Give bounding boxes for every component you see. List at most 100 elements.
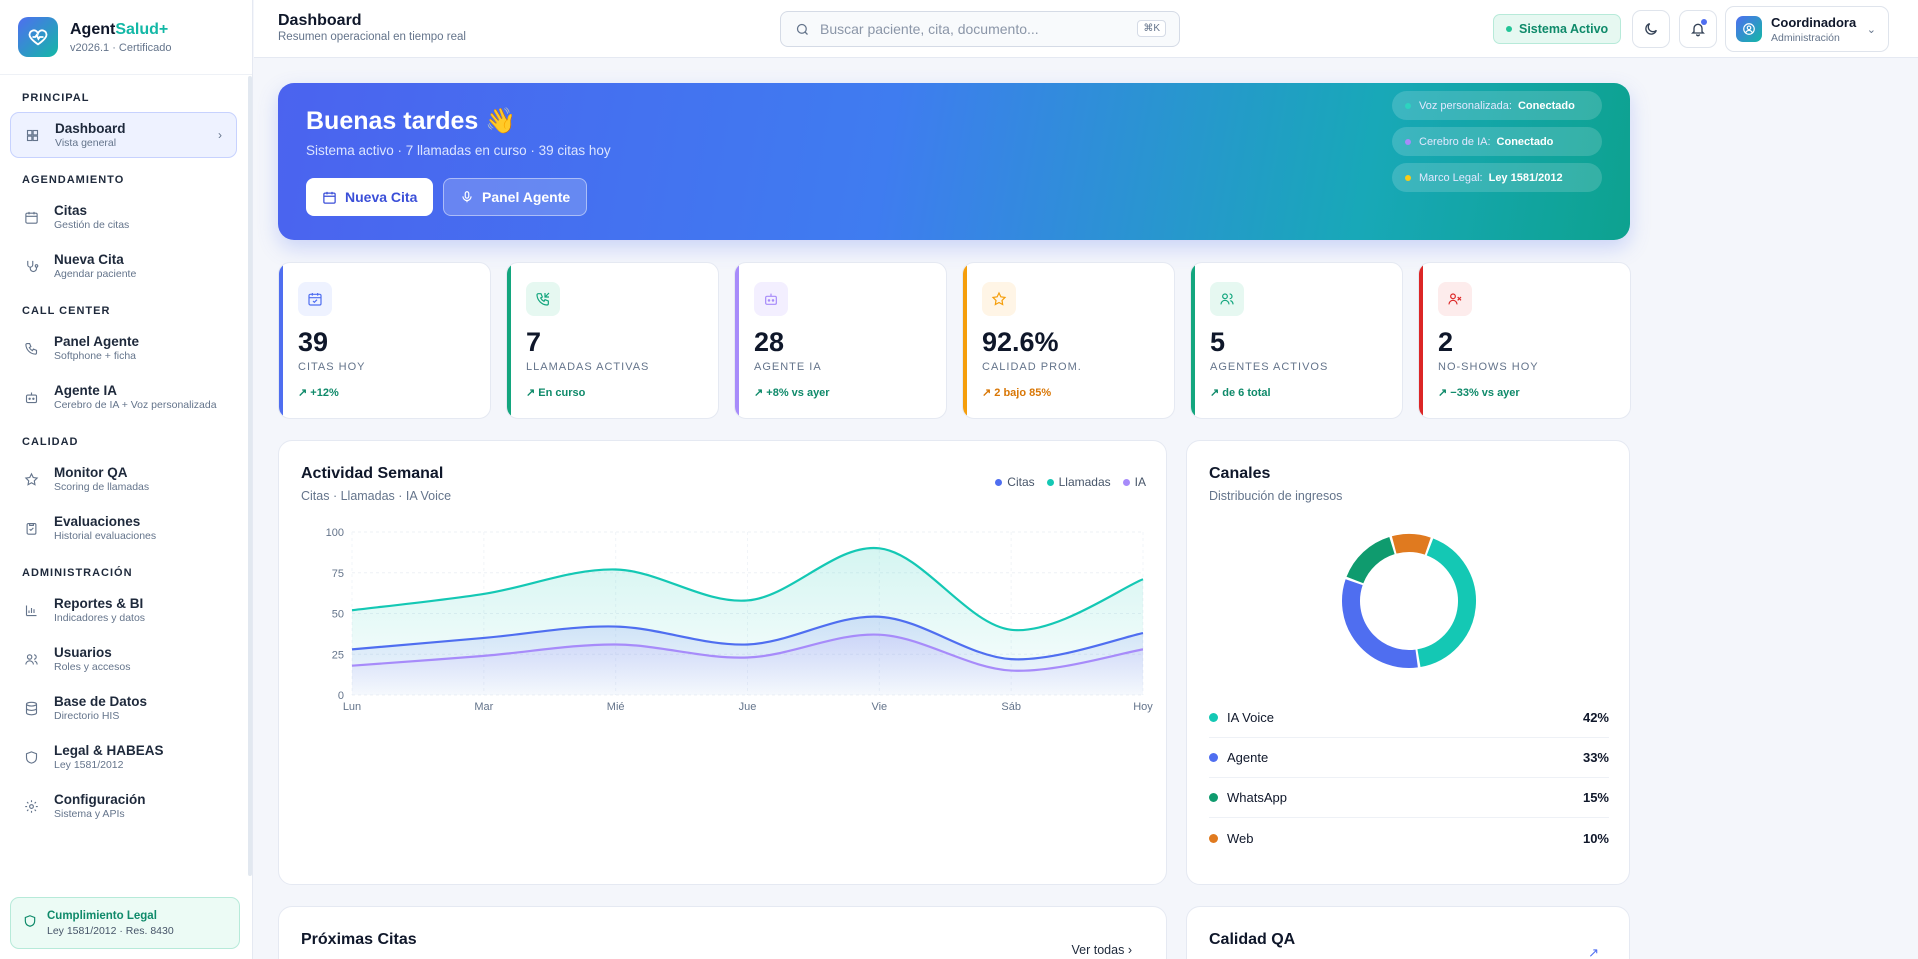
user-menu[interactable]: Coordinadora Administración ⌄: [1725, 6, 1889, 52]
stat-value: 5: [1210, 327, 1226, 357]
phone-icon: [23, 340, 39, 356]
sidebar-item-panel-agente[interactable]: Panel Agente Softphone + ficha: [10, 325, 237, 371]
channel-percent: 42%: [1582, 710, 1609, 725]
moon-icon: [1643, 21, 1659, 37]
channel-name: Agente: [1227, 750, 1269, 765]
user-role: Administración: [1771, 31, 1840, 44]
phone-incoming-icon: [526, 282, 560, 316]
voice-status-pill: Voz personalizada: Conectado: [1392, 91, 1602, 120]
sidebar-nav: PRINCIPAL Dashboard Vista general › AGEN…: [0, 76, 247, 879]
upcoming-appointments-card: Próximas Citas Ver todas ›: [278, 906, 1167, 959]
y-tick-label: 100: [326, 527, 344, 539]
page-subtitle: Resumen operacional en tiempo real: [278, 31, 466, 43]
sidebar-item-dashboard[interactable]: Dashboard Vista general ›: [10, 112, 237, 158]
clipboard-icon: [23, 520, 39, 536]
compliance-card[interactable]: Cumplimiento Legal Ley 1581/2012 · Res. …: [10, 897, 240, 949]
stat-label: AGENTE IA: [754, 361, 822, 373]
chevron-down-icon: ⌄: [1866, 24, 1876, 36]
brand-version: v2026.1 · Certificado: [70, 41, 172, 54]
channel-row: IA Voice 42%: [1209, 698, 1609, 738]
activity-chart: 0 25 50 75 100 Lun Mar Mié Jue Vie Sáb Hoy: [326, 527, 1154, 713]
users-icon: [1210, 282, 1244, 316]
sidebar-item-configuraci-n[interactable]: Configuración Sistema y APIs: [10, 783, 237, 829]
donut-slice-web: [1391, 534, 1431, 555]
new-appointment-button[interactable]: Nueva Cita: [306, 178, 434, 216]
channel-percent: 10%: [1582, 830, 1609, 846]
compliance-subtitle: Ley 1581/2012 · Res. 8430: [47, 924, 174, 937]
agent-panel-button[interactable]: Panel Agente: [443, 178, 588, 216]
search-shortcut: ⌘K: [1137, 20, 1166, 37]
stat-label: CALIDAD PROM.: [982, 361, 1082, 373]
stat-trend: ↗ +8% vs ayer: [754, 387, 830, 399]
legal-framework-pill: Marco Legal: Ley 1581/2012: [1392, 163, 1602, 192]
channel-percent: 33%: [1582, 750, 1609, 765]
view-all-link[interactable]: Ver todas ›: [1071, 943, 1132, 957]
y-tick-label: 0: [338, 690, 344, 702]
y-tick-label: 75: [332, 568, 344, 580]
sidebar-item-sublabel: Gestión de citas: [54, 219, 130, 231]
sidebar-item-evaluaciones[interactable]: Evaluaciones Historial evaluaciones: [10, 505, 237, 551]
trend-up-icon: ↗: [754, 387, 764, 399]
sidebar-item-label: Monitor QA: [54, 465, 128, 480]
series-line-citas: [351, 615, 1144, 661]
sidebar-item-sublabel: Indicadores y datos: [54, 612, 146, 624]
trend-up-icon: ↗: [982, 387, 992, 399]
nav-section-title: AGENDAMIENTO: [22, 174, 125, 186]
sidebar-item-sublabel: Roles y accesos: [54, 661, 131, 673]
channel-color-dot: [1209, 833, 1218, 843]
channel-name: IA Voice: [1227, 710, 1274, 725]
search-input[interactable]: Buscar paciente, cita, documento... ⌘K: [780, 11, 1180, 47]
stat-value: 92.6%: [982, 327, 1059, 357]
channel-row: Web 10%: [1209, 818, 1609, 858]
sidebar-item-label: Configuración: [54, 792, 146, 807]
sidebar-item-monitor-qa[interactable]: Monitor QA Scoring de llamadas: [10, 456, 237, 502]
sidebar-item-legal-habeas[interactable]: Legal & HABEAS Ley 1581/2012: [10, 734, 237, 780]
sidebar-item-agente-ia[interactable]: Agente IA Cerebro de IA + Voz personaliz…: [10, 374, 237, 420]
sidebar-item-label: Nueva Cita: [54, 252, 124, 267]
sidebar-item-citas[interactable]: Citas Gestión de citas: [10, 194, 237, 240]
sidebar-item-label: Legal & HABEAS: [54, 743, 164, 758]
bot-icon: [754, 282, 788, 316]
notifications-button[interactable]: [1679, 10, 1717, 48]
user-name: Coordinadora: [1771, 14, 1857, 30]
sidebar-item-nueva-cita[interactable]: Nueva Cita Agendar paciente: [10, 243, 237, 289]
x-tick-label: Mié: [607, 701, 625, 713]
sidebar-item-label: Citas: [54, 203, 88, 218]
stat-label: NO-SHOWS HOY: [1438, 361, 1539, 373]
stat-card[interactable]: 28 AGENTE IA ↗ +8% vs ayer: [734, 262, 947, 419]
stat-card[interactable]: 7 LLAMADAS ACTIVAS ↗ En curso: [506, 262, 719, 419]
greeting-subtitle: Sistema activo · 7 llamadas en curso · 3…: [306, 143, 611, 158]
arrow-up-right-icon[interactable]: ↗: [1588, 945, 1599, 959]
legend-item: IA: [1122, 475, 1146, 489]
stat-card[interactable]: 2 NO-SHOWS HOY ↗ −33% vs ayer: [1418, 262, 1631, 419]
sidebar-item-usuarios[interactable]: Usuarios Roles y accesos: [10, 636, 237, 682]
stat-card[interactable]: 39 CITAS HOY ↗ +12%: [278, 262, 491, 419]
card-title: Próximas Citas: [301, 931, 417, 948]
nav-section-title: CALIDAD: [22, 436, 79, 448]
channel-row: Agente 33%: [1209, 738, 1609, 778]
sidebar-item-label: Agente IA: [54, 383, 118, 398]
sidebar-item-sublabel: Ley 1581/2012: [54, 759, 124, 771]
x-tick-label: Vie: [871, 701, 887, 713]
stat-card[interactable]: 5 AGENTES ACTIVOS ↗ de 6 total: [1190, 262, 1403, 419]
calendar-icon: [23, 209, 39, 225]
nav-section-title: CALL CENTER: [22, 305, 111, 317]
database-icon: [23, 700, 39, 716]
y-tick-label: 25: [332, 649, 344, 661]
channel-row: WhatsApp 15%: [1209, 778, 1609, 818]
theme-toggle-button[interactable]: [1632, 10, 1670, 48]
sidebar-scrollbar[interactable]: [248, 76, 252, 876]
nav-section-title: ADMINISTRACIÓN: [22, 567, 133, 579]
sidebar-item-label: Panel Agente: [54, 334, 140, 349]
series-line-llamadas: [351, 547, 1144, 632]
stat-trend: ↗ de 6 total: [1210, 387, 1271, 399]
sidebar-item-reportes-bi[interactable]: Reportes & BI Indicadores y datos: [10, 587, 237, 633]
channel-name: Web: [1227, 830, 1254, 846]
stat-card[interactable]: 92.6% CALIDAD PROM. ↗ 2 bajo 85%: [962, 262, 1175, 419]
chevron-right-icon: ›: [218, 128, 222, 142]
channels-card: Canales Distribución de ingresos IA Voic…: [1186, 440, 1630, 885]
trend-up-icon: ↗: [1438, 387, 1448, 399]
y-tick-label: 50: [332, 609, 344, 621]
brand[interactable]: AgentSalud+ v2026.1 · Certificado: [0, 0, 252, 75]
sidebar-item-base-de-datos[interactable]: Base de Datos Directorio HIS: [10, 685, 237, 731]
